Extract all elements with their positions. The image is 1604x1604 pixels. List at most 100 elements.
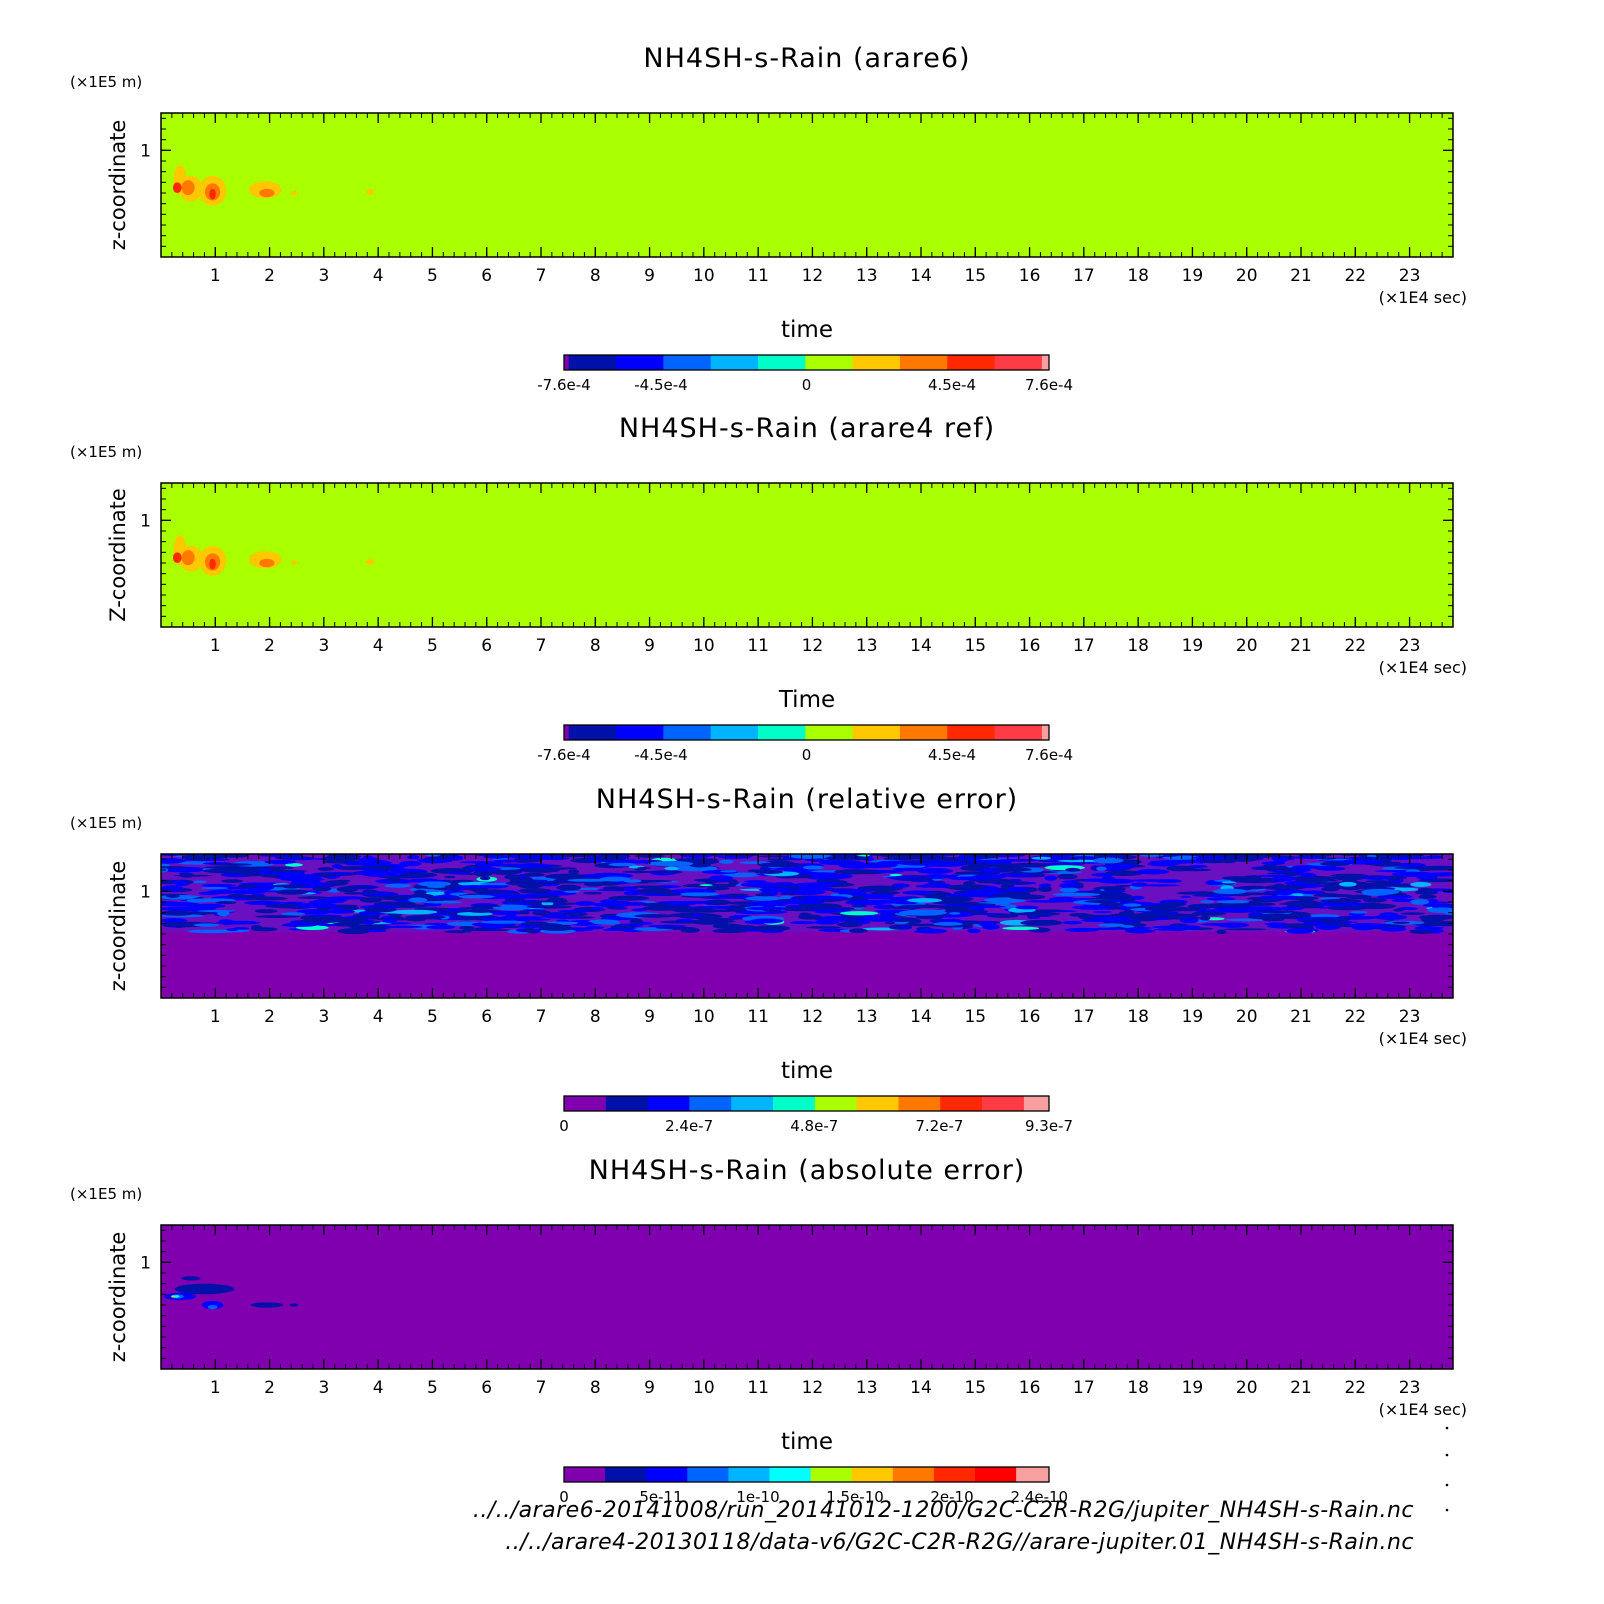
plot-frame: [160, 1224, 1454, 1370]
noise-cell: [1098, 878, 1135, 884]
noise-cell: [409, 893, 435, 899]
stray-dot: [1445, 1426, 1449, 1430]
noise-cell: [1093, 857, 1124, 864]
noise-cell: [811, 872, 839, 877]
colorbar-swatch: [647, 1096, 690, 1111]
colorbar-label: -7.6e-4: [537, 376, 590, 394]
noise-cell: [1340, 858, 1384, 865]
noise-cell: [439, 856, 452, 859]
noise-cell: [1283, 900, 1323, 907]
noise-cell: [1120, 925, 1135, 928]
noise-cell: [1321, 887, 1339, 892]
panel-3: NH4SH-s-Rain (relative error) (×1E5 m) z-c…: [70, 784, 1467, 1135]
colorbar-swatch: [564, 355, 570, 370]
colorbar-label: -4.5e-4: [634, 746, 687, 764]
contour-blob: [207, 1305, 218, 1310]
x-tick-label: 21: [1290, 636, 1312, 656]
noise-cell: [264, 859, 297, 865]
x-unit-label: (×1E4 sec): [1379, 1029, 1467, 1048]
noise-cell: [622, 870, 653, 874]
noise-cell: [623, 902, 649, 906]
noise-cell: [192, 903, 226, 909]
colorbar-swatch: [564, 1467, 606, 1482]
noise-cell: [638, 880, 673, 883]
noise-cell: [1123, 903, 1142, 907]
footer-source-path-1: ../../arare6-20141008/run_20141012-1200/…: [472, 1498, 1414, 1523]
x-tick-label: 16: [1019, 1378, 1041, 1398]
noise-cell: [740, 882, 782, 888]
colorbar-label: 0: [559, 1488, 569, 1506]
x-tick-label: 15: [964, 1378, 986, 1398]
noise-cell: [945, 907, 962, 913]
noise-cell: [1241, 892, 1286, 896]
colorbar-swatch: [852, 355, 901, 370]
x-tick-label: 9: [644, 1378, 655, 1398]
noise-cell: [1037, 862, 1085, 866]
noise-cell: [1371, 881, 1402, 887]
colorbar-swatch: [947, 355, 996, 370]
noise-cell: [221, 879, 244, 883]
noise-cell: [281, 923, 317, 927]
noise-cell: [1261, 917, 1285, 922]
noise-cell: [1418, 894, 1437, 899]
x-tick-label: 16: [1019, 636, 1041, 656]
noise-cell: [495, 869, 523, 875]
colorbar-label: 5e-11: [639, 1488, 682, 1506]
noise-cell: [161, 866, 188, 869]
colorbar-swatch: [805, 725, 854, 740]
noise-cell: [889, 873, 903, 877]
stray-dot: [1445, 1508, 1449, 1512]
noise-cell: [1100, 864, 1128, 871]
noise-cell: [1091, 872, 1115, 877]
x-tick-label: 15: [964, 266, 986, 286]
x-tick-label: 13: [856, 636, 878, 656]
x-axis-label: time: [781, 1429, 833, 1455]
noise-cell: [161, 895, 201, 898]
contour-blob: [259, 188, 275, 198]
noise-cell: [788, 854, 830, 859]
noise-cell: [994, 867, 1032, 872]
noise-cell: [429, 912, 450, 916]
noise-cell: [405, 914, 446, 920]
noise-cell: [1315, 866, 1346, 871]
noise-cell: [1136, 869, 1170, 875]
noise-cell: [1002, 926, 1040, 931]
x-tick-label: 17: [1073, 266, 1095, 286]
y-axis-label: z-coordinate: [106, 1232, 130, 1363]
noise-cell: [1068, 882, 1080, 886]
noise-cell: [348, 922, 360, 929]
colorbar-swatch: [994, 725, 1043, 740]
x-tick-label: 11: [747, 1007, 769, 1027]
x-tick-label: 1: [210, 266, 221, 286]
x-tick-label: 23: [1399, 266, 1421, 286]
noise-cell: [343, 892, 363, 895]
noise-cell: [1266, 866, 1281, 871]
x-tick-label: 16: [1019, 266, 1041, 286]
noise-cell: [522, 908, 546, 912]
colorbar-label: 4.5e-4: [928, 376, 976, 394]
noise-cell: [200, 886, 229, 890]
x-tick-label: 14: [910, 266, 932, 286]
noise-cell: [471, 905, 502, 908]
noise-cell: [549, 916, 582, 919]
noise-cell: [1168, 911, 1179, 915]
colorbar-label: 4.5e-4: [928, 746, 976, 764]
noise-cell: [1272, 875, 1297, 882]
x-axis-label: time: [781, 317, 833, 343]
noise-cell: [1118, 872, 1130, 875]
noise-cell: [1031, 856, 1052, 860]
x-tick-label: 3: [318, 1007, 329, 1027]
noise-cell: [1367, 875, 1383, 878]
x-tick-label: 23: [1399, 1378, 1421, 1398]
noise-cell: [632, 885, 665, 889]
x-tick-label: 1: [210, 1378, 221, 1398]
x-tick-label: 12: [802, 636, 824, 656]
noise-cell: [1190, 909, 1234, 912]
noise-cell: [753, 925, 791, 932]
colorbar-frame: [563, 354, 1050, 371]
noise-cell: [546, 897, 567, 903]
noise-cell: [449, 879, 475, 883]
noise-cell: [485, 910, 526, 915]
noise-cell: [679, 900, 714, 904]
